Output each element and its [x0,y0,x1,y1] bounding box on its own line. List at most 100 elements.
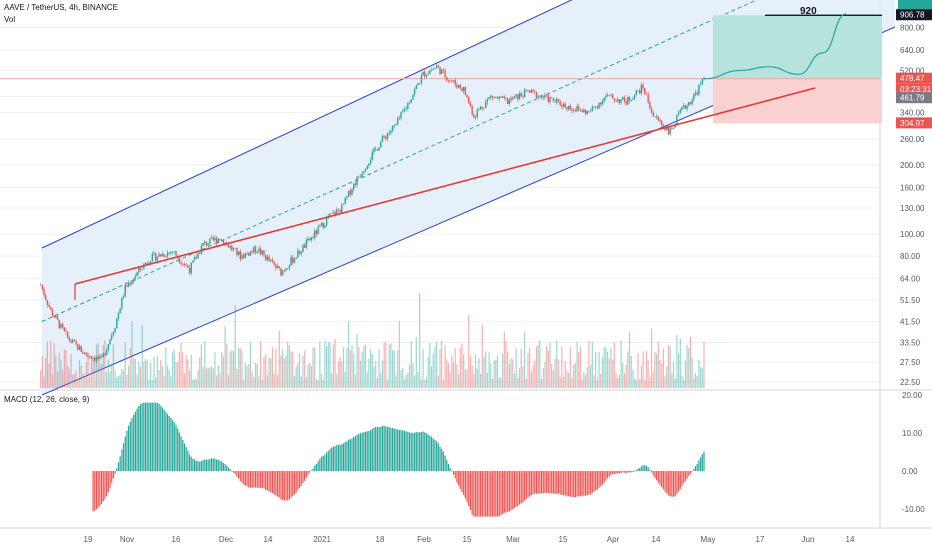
volume-bar [148,379,150,388]
macd-bar [442,451,444,471]
candle-body [180,262,182,264]
candle-body [317,226,319,235]
candle-body [662,124,665,127]
candle-body [60,323,62,328]
candle-body [654,116,656,118]
volume-bar [579,346,582,388]
volume-bar [676,334,678,388]
volume-bar [72,374,74,388]
candle-body [655,116,658,118]
time-axis[interactable]: 19 Nov 16 Dec 14 2021 18 Feb 15 Mar 15 Apr 14 May 17 Ju… [84,535,855,544]
candle-body [100,355,103,357]
volume-bar [56,371,59,388]
volume-bar [452,362,455,388]
macd-bar [474,471,477,517]
macd-bar [348,439,350,471]
volume-bar [349,349,351,388]
volume-bar [385,341,387,388]
candle-body [484,101,487,108]
macd-bar [402,430,404,471]
macd-bar [150,402,152,471]
volume-bar [508,363,510,388]
candle-body [501,96,504,98]
volume-label[interactable]: Vol [4,15,16,24]
volume-bar [419,293,421,388]
volume-bar [163,375,165,388]
candle-body [94,357,96,361]
volume-bar [214,352,216,388]
price-axis[interactable]: 800.00640.00520.00400.00340.00260.00200.… [900,24,925,387]
macd-bar [662,471,664,490]
volume-bar [334,338,336,388]
candle-body [351,189,353,195]
candle-body [491,95,494,98]
volume-bar [595,351,597,388]
candle-body [652,112,654,117]
volume-bar [451,355,453,388]
volume-bar [322,379,324,388]
volume-bar [601,357,604,388]
volume-bar [566,370,568,388]
macd-bar [415,432,417,471]
candle-body [520,93,522,97]
candle-body [660,121,663,125]
candle-body [628,97,631,101]
candle-body [210,237,213,239]
trendlines[interactable] [74,87,816,300]
candle-body [395,123,397,126]
volume-bar [466,369,468,388]
candle-body [688,102,690,106]
macd-label[interactable]: MACD (12, 26, close, 9) [4,395,90,404]
candle-body [273,261,275,265]
volume-bar [354,374,356,388]
macd-bar [414,432,416,471]
volume-bar [348,321,350,388]
candle-body [214,238,216,241]
volume-bar [200,344,202,388]
macd-bar [153,402,155,471]
time-tick-label: 17 [756,535,765,544]
symbol-title[interactable]: AAVE / TetherUS, 4h, BINANCE [4,3,118,12]
candle-body [358,176,360,178]
volume-bar [271,347,274,388]
volume-bar [671,373,673,388]
candle-body [549,97,551,103]
macd-axis[interactable]: 20.00 10.00 0.00 -10.00 [902,391,925,514]
candle-body [77,344,79,351]
volume-bar [390,343,392,388]
macd-bar [398,429,400,471]
macd-bar [512,471,514,510]
volume-bar [265,354,267,388]
macd-bar [632,471,634,473]
candle-body [532,89,534,92]
macd-bar [292,471,294,497]
candle-body [288,265,291,269]
macd-bar [490,471,492,517]
volume-bar [46,341,48,388]
candle-body [457,85,460,88]
volume-bar [310,366,312,388]
volume-bar [410,340,412,388]
macd-bar [158,404,160,471]
candle-body [253,246,255,252]
volume-bar [151,379,153,388]
candle-body [170,252,172,253]
volume-bar [295,366,297,388]
volume-bar [143,361,145,388]
candle-body [461,88,463,91]
volume-bar [524,331,526,388]
macd-bar [185,446,187,471]
macd-bar [212,458,214,471]
long-position-zones[interactable]: 920 [0,6,882,124]
volume-bar [605,346,607,388]
candle-body [393,125,396,127]
candle-body [488,97,490,100]
candle-body [415,85,418,90]
volume-bar [637,353,639,388]
projection-path[interactable] [703,13,847,80]
price-tick-label: 800.00 [900,24,925,33]
volume-bar [117,375,120,388]
candle-body [640,84,643,94]
macd-bar [574,471,576,498]
volume-bar [353,353,355,388]
